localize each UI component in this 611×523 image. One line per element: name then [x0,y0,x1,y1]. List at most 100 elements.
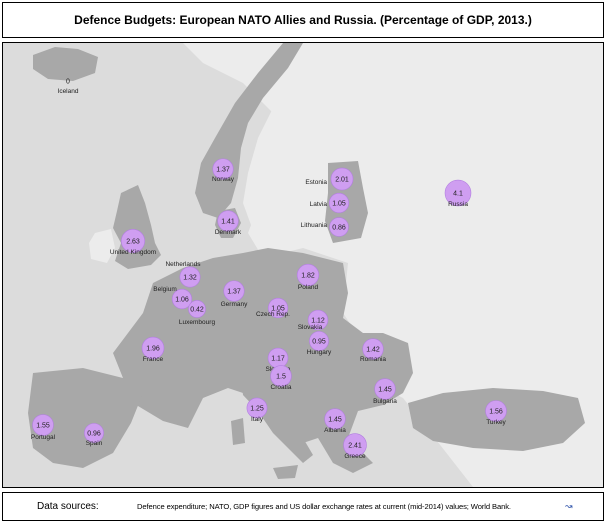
country-marker-russia: 4.1 Russia [444,179,472,208]
country-label-belgium: Belgium [153,286,176,293]
country-label-germany: Germany [221,301,248,308]
country-label-greece: Greece [344,453,366,460]
country-marker-denmark: 1.41 Denmark [215,210,242,236]
value-label-spain: 0.96 [87,431,101,438]
value-bubble-norway [212,158,234,180]
country-label-luxembourg: Luxembourg [179,319,216,326]
value-label-croatia: 1.5 [276,374,286,381]
bubbles-layer: 0 Iceland 1.37 Norway 2.01 Estonia 1.05 Latvia 0… [31,79,507,460]
ireland-shape [89,229,115,263]
country-marker-norway: 1.37 Norway [212,158,235,183]
country-label-portugal: Portugal [31,434,56,441]
kaliningrad-shape [308,235,331,251]
value-bubble-lithuania [329,217,349,237]
country-label-czech: Czech Rep. [256,311,290,318]
country-label-norway: Norway [212,176,235,183]
value-bubble-bulgaria [374,378,396,400]
country-marker-netherlands: 1.32 Netherlands [165,261,201,288]
value-label-romania: 1.42 [366,347,380,354]
value-bubble-belgium [171,288,193,310]
value-label-turkey: 1.56 [489,409,503,416]
country-label-albania: Albania [324,427,346,434]
country-marker-croatia: 1.5 Croatia [270,365,292,391]
value-bubble-netherlands [179,266,201,288]
data-sources-label: Data sources: [37,501,99,512]
country-marker-romania: 1.42 Romania [360,338,386,363]
data-sources-box: Data sources: Defence expenditure; NATO,… [2,492,604,521]
value-bubble-germany [223,280,245,302]
data-sources-text: Defence expenditure; NATO, GDP figures a… [137,502,511,511]
value-label-uk: 2.63 [126,239,140,246]
chart-title-box: Defence Budgets: European NATO Allies an… [2,2,604,38]
sicily-shape [273,465,298,479]
country-marker-lithuania: 0.86 Lithuania [301,217,349,237]
country-marker-france: 1.96 France [141,336,165,363]
value-bubble-denmark [217,210,239,232]
country-label-italy: Italy [251,416,264,423]
country-label-russia: Russia [448,201,468,208]
value-bubble-portugal [32,414,54,436]
country-label-romania: Romania [360,356,386,363]
value-bubble-russia [444,179,472,207]
value-bubble-france [141,336,165,360]
country-marker-poland: 1.82 Poland [296,263,320,291]
country-label-slovakia: Slovakia [298,324,323,331]
value-bubble-romania [362,338,384,360]
country-marker-bulgaria: 1.45 Bulgaria [373,378,397,405]
country-marker-estonia: 2.01 Estonia [305,167,354,191]
value-label-norway: 1.37 [216,167,230,174]
value-label-lithuania: 0.86 [332,225,346,232]
country-label-uk: United Kingdom [110,249,156,256]
value-label-iceland: 0 [66,79,70,86]
country-marker-albania: 1.45 Albania [324,408,346,434]
country-marker-belgium: 1.06 Belgium [153,286,193,310]
value-bubble-turkey [485,400,507,422]
value-bubble-croatia [270,365,292,387]
value-label-belgium: 1.06 [175,297,189,304]
value-label-albania: 1.45 [328,417,342,424]
link-icon[interactable]: ↝ [565,501,573,511]
country-marker-iceland: 0 Iceland [58,79,79,96]
value-bubble-greece [343,433,367,457]
non-nato-land [183,43,603,487]
country-label-netherlands: Netherlands [165,261,201,268]
country-marker-germany: 1.37 Germany [221,280,248,308]
value-bubble-italy [246,397,268,419]
country-marker-turkey: 1.56 Turkey [485,400,507,426]
country-marker-spain: 0.96 Spain [84,423,104,447]
country-label-turkey: Turkey [486,419,506,426]
iberia-shape [28,368,143,468]
country-marker-italy: 1.25 Italy [246,397,268,423]
value-bubble-czech [267,297,289,319]
country-marker-portugal: 1.55 Portugal [31,414,56,441]
value-label-greece: 2.41 [348,443,362,450]
country-label-estonia: Estonia [305,179,327,186]
country-label-poland: Poland [298,284,319,291]
value-label-denmark: 1.41 [221,219,235,226]
country-marker-luxembourg: 0.42 Luxembourg [179,300,216,326]
value-bubble-luxembourg [188,300,206,318]
map-panel: 0 Iceland 1.37 Norway 2.01 Estonia 1.05 Latvia 0… [2,42,604,488]
country-label-lithuania: Lithuania [301,222,328,229]
sweden-finland-shape [243,43,348,233]
country-marker-greece: 2.41 Greece [343,433,367,460]
value-label-slovakia: 1.12 [311,318,325,325]
country-label-croatia: Croatia [271,384,292,391]
europe-map: 0 Iceland 1.37 Norway 2.01 Estonia 1.05 Latvia 0… [28,43,603,487]
uk-shape [113,185,161,269]
value-label-portugal: 1.55 [36,423,50,430]
country-label-iceland: Iceland [58,88,79,95]
chart-title: Defence Budgets: European NATO Allies an… [74,13,532,27]
value-bubble-slovakia [307,309,329,331]
value-label-estonia: 2.01 [335,177,349,184]
country-label-bulgaria: Bulgaria [373,398,397,405]
country-marker-hungary: 0.95 Hungary [307,331,332,356]
value-label-netherlands: 1.32 [183,275,197,282]
country-label-denmark: Denmark [215,229,242,236]
value-label-russia: 4.1 [453,191,463,198]
country-label-hungary: Hungary [307,349,332,356]
value-label-czech: 1.05 [271,306,285,313]
value-label-italy: 1.25 [250,406,264,413]
